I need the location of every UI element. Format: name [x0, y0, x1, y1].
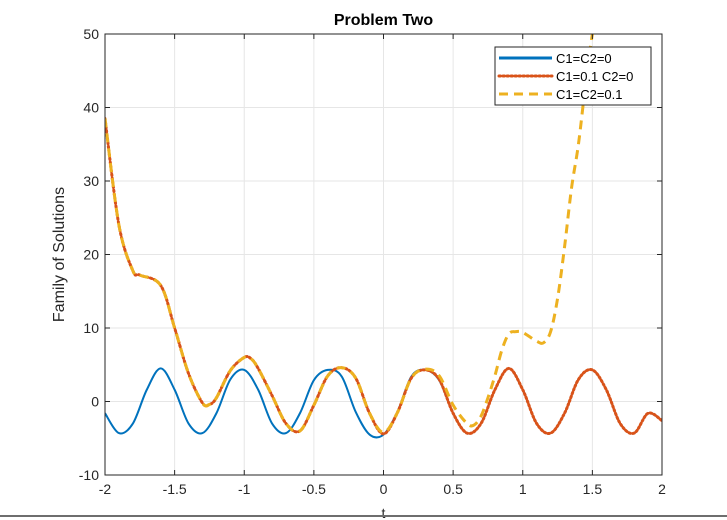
y-tick-label: -10: [79, 467, 99, 483]
x-axis-label: t: [382, 505, 386, 520]
y-tick-label: 20: [83, 247, 99, 263]
x-tick-label: 1.5: [583, 481, 603, 497]
y-axis-label: Family of Solutions: [51, 187, 68, 322]
legend: C1=C2=0 C1=0.1 C2=0 C1=C2=0.1: [494, 46, 652, 106]
series-line-2: [105, 34, 594, 434]
x-tick-label: -1.5: [163, 481, 187, 497]
x-tick-label: 2: [658, 481, 666, 497]
y-tick-label: 30: [83, 173, 99, 189]
x-tick-label: 0.5: [443, 481, 463, 497]
window-bottom-border: [0, 515, 727, 517]
y-tick-label: 0: [91, 394, 99, 410]
x-tick-label: -2: [99, 481, 112, 497]
legend-label-2: C1=C2=0.1: [556, 87, 623, 102]
ticks: -2 -1.5 -1 -0.5 0 0.5 1 1.5 2 -10 0 10 20 30 40 50: [79, 26, 666, 497]
y-tick-label: 40: [83, 100, 99, 116]
x-tick-label: 1: [519, 481, 527, 497]
chart-title: Problem Two: [334, 12, 433, 29]
x-tick-label: 0: [380, 481, 388, 497]
series-layer: [105, 34, 662, 439]
y-tick-label: 50: [83, 26, 99, 42]
series-line-1: [105, 117, 662, 436]
legend-label-1: C1=0.1 C2=0: [556, 69, 633, 84]
x-tick-label: -1: [238, 481, 251, 497]
legend-label-0: C1=C2=0: [556, 51, 612, 66]
y-tick-label: 10: [83, 320, 99, 336]
x-tick-label: -0.5: [302, 481, 326, 497]
